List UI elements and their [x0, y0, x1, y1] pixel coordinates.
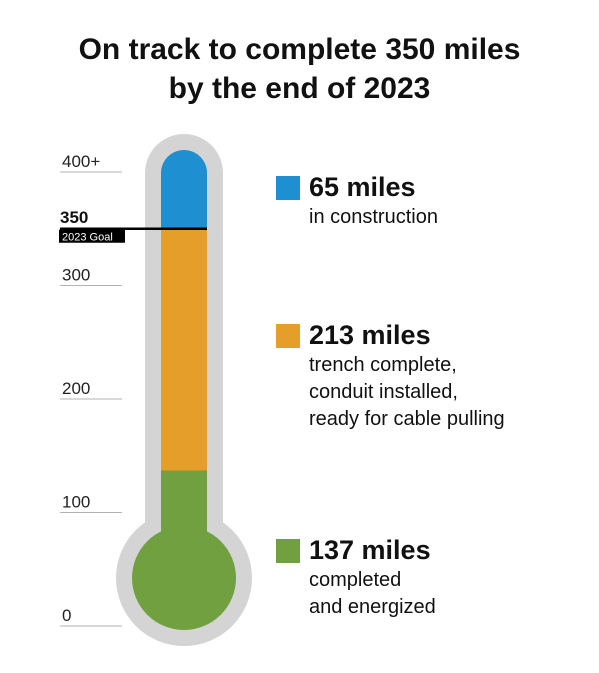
goal-value-label: 350 [60, 208, 88, 227]
thermometer-bulb-fill [132, 526, 236, 630]
chart-title-line-2: by the end of 2023 [168, 72, 431, 105]
legend-desc-line: conduit installed, [309, 381, 458, 403]
legend-desc-trench-complete: trench complete, conduit installed, read… [309, 352, 505, 433]
goal-marker: 350 2023 Goal [59, 208, 207, 243]
y-tick-label: 200 [62, 379, 90, 398]
legend-desc-line: and energized [309, 596, 436, 618]
legend-desc-line: in construction [309, 206, 438, 228]
legend-swatch-trench-complete [276, 324, 300, 348]
thermometer-fill [132, 150, 236, 630]
y-tick-label: 100 [62, 493, 90, 512]
y-tick-label: 0 [62, 606, 71, 625]
legend-desc-line: ready for cable pulling [309, 408, 505, 430]
y-axis-ticks: 0 100 200 300 400+ [60, 152, 122, 627]
legend-value-completed: 137 miles [309, 535, 431, 565]
thermometer-segment-2 [161, 150, 207, 229]
y-tick-label: 300 [62, 266, 90, 285]
legend-desc-completed: completed and energized [309, 567, 436, 621]
legend-desc-line: trench complete, [309, 354, 457, 376]
goal-label-background [59, 229, 125, 243]
legend-swatch-in-construction [276, 176, 300, 200]
legend-value-in-construction: 65 miles [309, 172, 416, 202]
legend-desc-in-construction: in construction [309, 204, 438, 231]
y-tick-label: 400+ [62, 152, 100, 171]
chart-title-line-1: On track to complete 350 miles [78, 33, 521, 66]
legend-value-trench-complete: 213 miles [309, 320, 431, 350]
legend-desc-line: completed [309, 569, 402, 591]
thermometer-segment-1 [161, 228, 207, 471]
chart-title: On track to complete 350 miles by the en… [0, 30, 599, 108]
legend-swatch-completed [276, 539, 300, 563]
goal-text-label: 2023 Goal [62, 231, 113, 243]
